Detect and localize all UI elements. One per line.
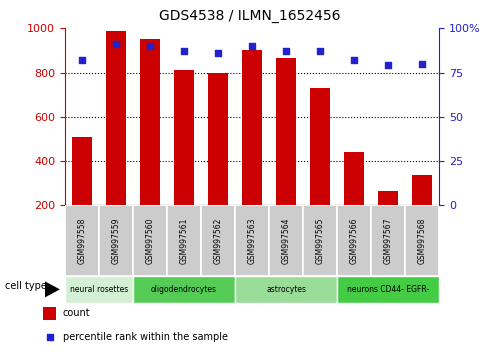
Bar xyxy=(43,307,56,320)
Text: GSM997559: GSM997559 xyxy=(111,217,120,264)
Bar xyxy=(65,276,133,303)
Bar xyxy=(208,73,228,205)
Text: count: count xyxy=(62,308,90,318)
Bar xyxy=(337,205,371,276)
Bar xyxy=(344,152,364,205)
Point xyxy=(46,334,54,339)
Point xyxy=(316,48,324,54)
Text: percentile rank within the sample: percentile rank within the sample xyxy=(62,332,228,342)
Bar xyxy=(235,276,337,303)
Bar xyxy=(65,205,99,276)
Text: GSM997561: GSM997561 xyxy=(180,217,189,264)
Bar xyxy=(371,205,405,276)
Text: GSM997565: GSM997565 xyxy=(315,217,324,264)
Bar xyxy=(140,39,160,205)
Bar xyxy=(269,205,303,276)
Text: GSM997563: GSM997563 xyxy=(248,217,256,264)
Polygon shape xyxy=(45,281,60,297)
Text: GSM997558: GSM997558 xyxy=(77,217,86,264)
Point xyxy=(180,48,188,54)
Text: GSM997560: GSM997560 xyxy=(145,217,154,264)
Bar xyxy=(405,205,439,276)
Text: oligodendrocytes: oligodendrocytes xyxy=(151,285,217,294)
Bar xyxy=(412,176,432,205)
Bar xyxy=(201,205,235,276)
Bar xyxy=(106,30,126,205)
Text: GSM997568: GSM997568 xyxy=(418,217,427,264)
Bar xyxy=(276,58,296,205)
Text: neurons CD44- EGFR-: neurons CD44- EGFR- xyxy=(347,285,429,294)
Bar xyxy=(133,276,235,303)
Point xyxy=(214,50,222,56)
Point xyxy=(384,63,392,68)
Bar xyxy=(72,137,92,205)
Point xyxy=(248,43,256,49)
Text: cell type: cell type xyxy=(5,281,47,291)
Bar xyxy=(378,191,398,205)
Bar xyxy=(337,276,439,303)
Text: GSM997566: GSM997566 xyxy=(350,217,359,264)
Text: astrocytes: astrocytes xyxy=(266,285,306,294)
Text: GSM997567: GSM997567 xyxy=(384,217,393,264)
Bar xyxy=(174,70,194,205)
Point xyxy=(112,41,120,47)
Bar xyxy=(167,205,201,276)
Point xyxy=(78,57,86,63)
Bar xyxy=(99,205,133,276)
Text: neural rosettes: neural rosettes xyxy=(70,285,128,294)
Bar xyxy=(133,205,167,276)
Point xyxy=(350,57,358,63)
Text: GSM997562: GSM997562 xyxy=(214,217,223,264)
Point xyxy=(282,48,290,54)
Bar xyxy=(310,88,330,205)
Bar xyxy=(303,205,337,276)
Bar xyxy=(235,205,269,276)
Point xyxy=(146,43,154,49)
Bar xyxy=(242,51,262,205)
Text: GDS4538 / ILMN_1652456: GDS4538 / ILMN_1652456 xyxy=(159,9,340,23)
Text: GSM997564: GSM997564 xyxy=(281,217,290,264)
Point xyxy=(418,61,426,67)
